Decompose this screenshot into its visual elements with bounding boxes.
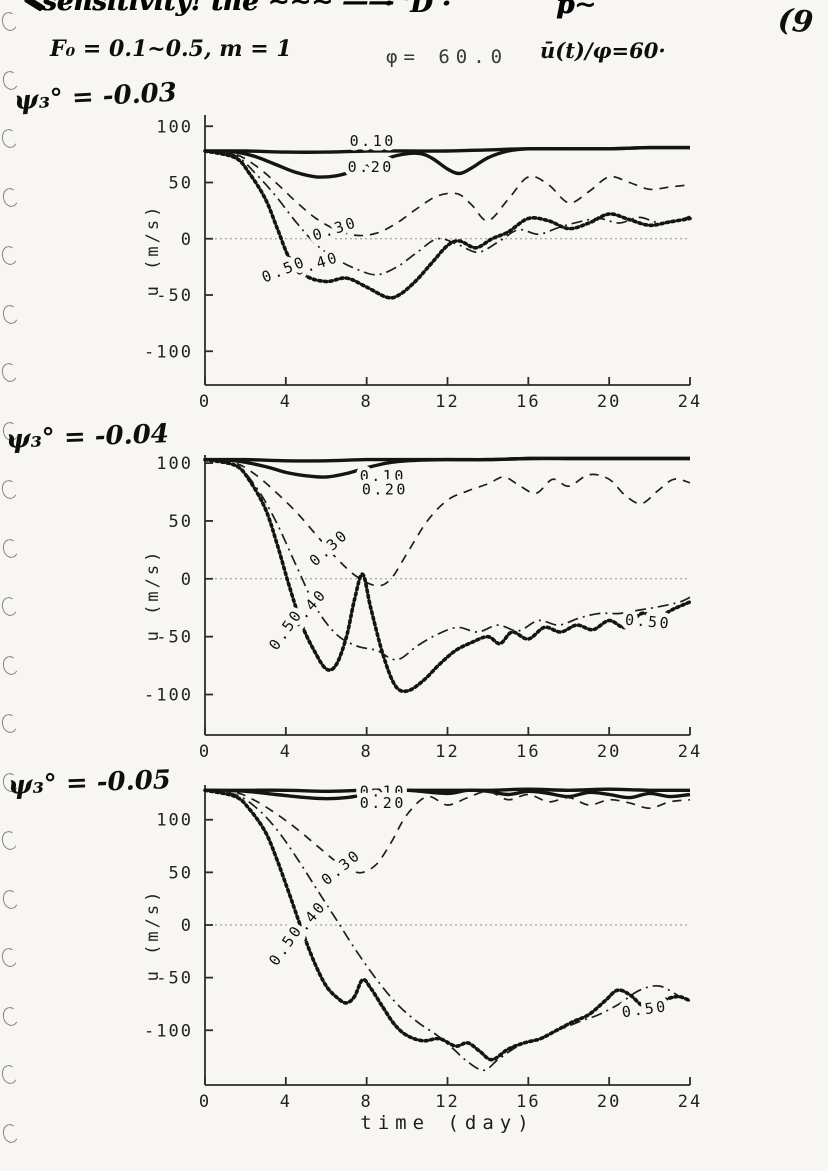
curve-label: 0.30 [310, 213, 359, 244]
series-line-0.50 [203, 149, 692, 300]
series-line-0.50 [203, 457, 692, 694]
series-line-0.40 [204, 150, 691, 276]
x-tick-label: 24 [678, 1092, 702, 1112]
x-tick-label: 8 [361, 392, 373, 412]
y-axis-title: u (m/s) [143, 204, 163, 297]
page-number: (9 [776, 2, 815, 41]
handwritten-title-mid: · 'D · [384, 0, 451, 19]
y-axis-title: u (m/s) [143, 549, 163, 642]
x-tick-label: 20 [597, 1092, 621, 1112]
x-axis-title: time (day) [360, 1112, 535, 1134]
y-tick-label: 100 [156, 811, 193, 831]
handwritten-title-right: p∼ [556, 0, 596, 20]
y-tick-label: 0 [181, 570, 193, 590]
series-line-0.40 [204, 789, 691, 1072]
y-tick-label: -50 [156, 628, 193, 648]
typed-phi-value: φ= 60.0 [386, 46, 509, 68]
y-tick-label: 100 [156, 117, 193, 137]
series-line-0.30 [204, 150, 691, 237]
x-tick-label: 12 [435, 1092, 459, 1112]
handwritten-params: F₀ = 0.1~0.5, m = 1 [50, 36, 292, 62]
curve-label: 0.20 [360, 794, 406, 812]
curve-label: 0.50 [621, 997, 669, 1021]
x-tick-label: 20 [597, 742, 621, 762]
series-line-0.30 [204, 789, 691, 874]
binding-hole [0, 10, 20, 33]
x-tick-label: 4 [280, 742, 292, 762]
y-axis-title: u (m/s) [143, 889, 163, 982]
series-line-0.20 [204, 456, 690, 479]
curve-label: 0.10 [350, 132, 396, 150]
curve-label: 0.30 [318, 846, 365, 889]
y-tick-label: -100 [144, 686, 193, 706]
curve-label: 0.50 [259, 252, 309, 286]
y-tick-label: 50 [169, 512, 193, 532]
series-line-0.50 [203, 788, 692, 1062]
curve-label: 0.50 [265, 921, 306, 969]
binding-hole [0, 1121, 21, 1145]
y-tick-label: 0 [181, 916, 193, 936]
y-tick-label: 50 [169, 174, 193, 194]
x-tick-label: 24 [678, 392, 702, 412]
x-tick-label: 24 [678, 742, 702, 762]
x-tick-label: 0 [199, 1092, 211, 1112]
x-tick-label: 0 [199, 392, 211, 412]
x-tick-label: 16 [516, 392, 540, 412]
series-line-0.20 [204, 788, 691, 801]
series-line-0.30 [204, 458, 691, 587]
x-tick-label: 0 [199, 742, 211, 762]
series-line-0.10 [204, 787, 691, 793]
series-line-0.40 [204, 458, 691, 661]
y-tick-label: 0 [181, 230, 193, 250]
y-tick-label: 50 [169, 863, 193, 883]
x-tick-label: 16 [516, 742, 540, 762]
y-tick-label: 100 [156, 454, 193, 474]
handwritten-title-fragment: sensitivity! the ∼∼∼ —— [42, 0, 394, 17]
chart-panel-3: 100 50 0 -50 -100 0 4 8 12 16 20 24 u (m/s) 0.100.20 0… [143, 778, 702, 1112]
curve-label: 0.20 [348, 158, 394, 176]
y-tick-label: -100 [144, 342, 193, 362]
chart-panel-2: 100 50 0 -50 -100 0 4 8 12 16 20 24 u (m/s) 0.100.20 0… [143, 454, 702, 762]
handwritten-ubar-note: ū(t)/φ=60· [540, 38, 666, 63]
x-tick-label: 16 [516, 1092, 540, 1112]
x-tick-label: 8 [361, 1092, 373, 1112]
series-line-0.20 [204, 145, 691, 179]
x-tick-label: 20 [597, 392, 621, 412]
chart-panel-1: 100 50 0 -50 -100 0 4 8 12 16 20 24 u (m/s) 0.10 0.20 0… [143, 115, 702, 412]
x-tick-label: 4 [280, 392, 292, 412]
curve-label: 0.10 [360, 782, 406, 800]
x-tick-label: 4 [280, 1092, 292, 1112]
curve-label: 0.30 [306, 526, 352, 570]
x-tick-label: 8 [361, 742, 373, 762]
curve-label: 0.10 [360, 467, 406, 485]
y-tick-label: -50 [156, 286, 193, 306]
y-tick-label: -100 [144, 1021, 193, 1041]
y-tick-label: -50 [156, 969, 193, 989]
x-tick-label: 12 [435, 742, 459, 762]
curve-label: 0.20 [362, 481, 408, 499]
curve-label: 0.50 [624, 611, 672, 633]
x-tick-label: 12 [435, 392, 459, 412]
